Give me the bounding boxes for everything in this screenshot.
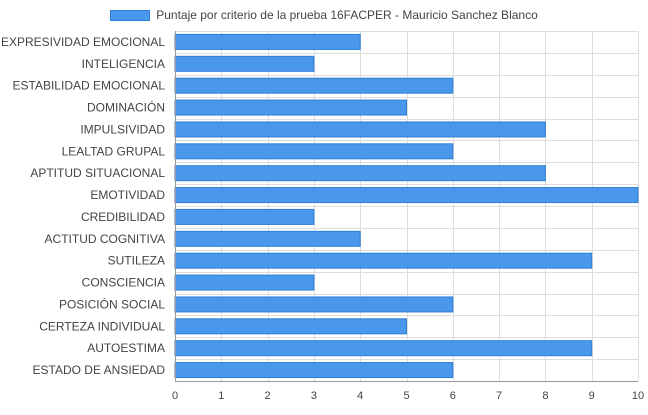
bar[interactable] <box>174 187 639 204</box>
category-label: CREDIBILIDAD <box>81 210 165 224</box>
category-label: EMOTIVIDAD <box>90 188 165 202</box>
category-label: CONSCIENCIA <box>82 276 165 290</box>
bar[interactable] <box>174 362 454 379</box>
category-label: ESTADO DE ANSIEDAD <box>33 363 166 377</box>
legend-label: Puntaje por criterio de la prueba 16FACP… <box>156 8 538 22</box>
x-tick-label: 7 <box>496 390 502 402</box>
bar[interactable] <box>174 99 407 116</box>
bar[interactable] <box>174 252 593 269</box>
bar[interactable] <box>174 340 593 357</box>
category-label: APTITUD SITUACIONAL <box>30 166 165 180</box>
x-tick-label: 4 <box>357 390 363 402</box>
bar[interactable] <box>174 318 407 335</box>
bar[interactable] <box>174 55 315 72</box>
category-label: ACTITUD COGNITIVA <box>45 232 165 246</box>
x-tick-label: 5 <box>403 390 409 402</box>
category-label: CERTEZA INDIVIDUAL <box>39 319 165 333</box>
bar[interactable] <box>174 165 546 182</box>
bar[interactable] <box>174 33 361 50</box>
x-tick-label: 10 <box>632 390 644 402</box>
x-tick-label: 3 <box>311 390 317 402</box>
category-label: AUTOESTIMA <box>87 341 165 355</box>
category-label: SUTILEZA <box>108 254 165 268</box>
bar[interactable] <box>174 274 315 291</box>
bar[interactable] <box>174 143 454 160</box>
bar[interactable] <box>174 121 546 138</box>
x-tick-label: 2 <box>265 390 271 402</box>
category-label: LEALTAD GRUPAL <box>62 144 166 158</box>
legend-swatch <box>110 9 151 21</box>
category-label: DOMINACIÓN <box>87 100 165 115</box>
x-tick-label: 6 <box>450 390 456 402</box>
category-label: POSICIÓN SOCIAL <box>59 296 165 311</box>
category-label: IMPULSIVIDAD <box>80 122 165 136</box>
legend[interactable]: Puntaje por criterio de la prueba 16FACP… <box>0 6 648 24</box>
x-tick-label: 0 <box>172 390 178 402</box>
bar[interactable] <box>174 208 315 225</box>
bar[interactable] <box>174 230 361 247</box>
bar[interactable] <box>174 77 454 94</box>
category-label: INTELIGENCIA <box>82 57 165 71</box>
x-tick-label: 9 <box>589 390 595 402</box>
bar[interactable] <box>174 296 454 313</box>
category-label: ESTABILIDAD EMOCIONAL <box>13 79 166 93</box>
category-label: EXPRESIVIDAD EMOCIONAL <box>1 35 165 49</box>
x-tick-label: 1 <box>218 390 224 402</box>
x-tick-label: 8 <box>542 390 548 402</box>
